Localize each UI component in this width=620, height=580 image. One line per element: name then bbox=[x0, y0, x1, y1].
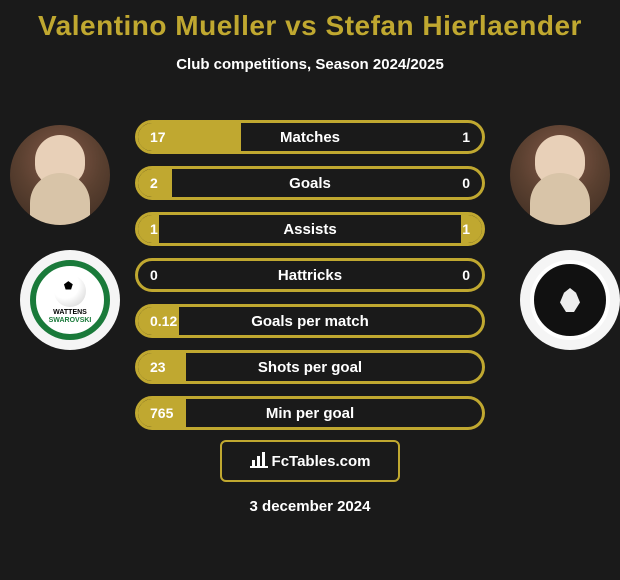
brand-name: FcTables.com bbox=[272, 453, 371, 470]
stat-value-right: 0 bbox=[462, 175, 470, 191]
date-label: 3 december 2024 bbox=[0, 498, 620, 515]
club-left-label-top: WATTENS bbox=[53, 309, 87, 317]
stat-row: 1Assists1 bbox=[135, 212, 485, 246]
stats-container: 17Matches12Goals01Assists10Hattricks00.1… bbox=[135, 120, 485, 442]
stat-label: Goals bbox=[138, 175, 482, 192]
stat-label: Min per goal bbox=[138, 405, 482, 422]
club-left-crest: WATTENS SWAROVSKI bbox=[20, 250, 120, 350]
brand-box[interactable]: FcTables.com bbox=[220, 440, 400, 482]
soccer-ball-icon bbox=[54, 275, 86, 307]
club-right-crest bbox=[520, 250, 620, 350]
player-left-avatar bbox=[10, 125, 110, 225]
stat-label: Goals per match bbox=[138, 313, 482, 330]
player-right-avatar bbox=[510, 125, 610, 225]
stat-value-right: 1 bbox=[462, 221, 470, 237]
page-title: Valentino Mueller vs Stefan Hierlaender bbox=[0, 0, 620, 42]
stat-row: 0.12Goals per match bbox=[135, 304, 485, 338]
panther-icon bbox=[550, 280, 590, 320]
stat-row: 0Hattricks0 bbox=[135, 258, 485, 292]
stat-row: 17Matches1 bbox=[135, 120, 485, 154]
stat-row: 765Min per goal bbox=[135, 396, 485, 430]
stat-label: Shots per goal bbox=[138, 359, 482, 376]
club-left-label-bottom: SWAROVSKI bbox=[49, 317, 92, 325]
subtitle: Club competitions, Season 2024/2025 bbox=[0, 56, 620, 73]
stat-row: 2Goals0 bbox=[135, 166, 485, 200]
chart-icon bbox=[250, 452, 268, 471]
stat-label: Matches bbox=[138, 129, 482, 146]
stat-value-right: 1 bbox=[462, 129, 470, 145]
stat-label: Hattricks bbox=[138, 267, 482, 284]
stat-value-right: 0 bbox=[462, 267, 470, 283]
stat-row: 23Shots per goal bbox=[135, 350, 485, 384]
stat-label: Assists bbox=[138, 221, 482, 238]
